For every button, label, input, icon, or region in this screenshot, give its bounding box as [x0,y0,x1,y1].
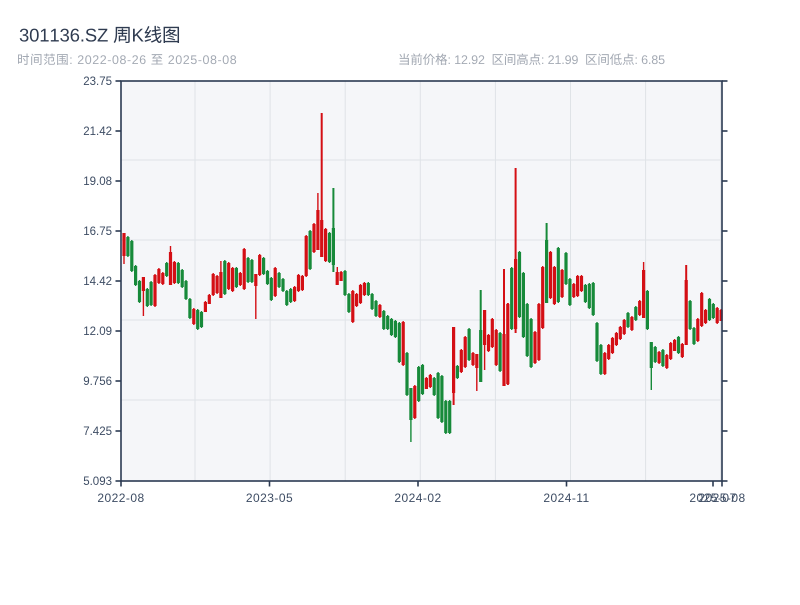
svg-text:5.093: 5.093 [83,476,112,488]
svg-text:19.08: 19.08 [83,176,112,188]
svg-text:2022-08: 2022-08 [97,491,144,505]
svg-text:14.42: 14.42 [83,276,112,288]
svg-text:2024-11: 2024-11 [543,491,589,505]
svg-text:2025-07: 2025-07 [689,491,736,505]
svg-text:16.75: 16.75 [83,226,112,238]
svg-text:2023-05: 2023-05 [246,491,293,505]
svg-text:21.42: 21.42 [83,126,112,138]
svg-text:23.75: 23.75 [83,76,112,88]
svg-text:9.756: 9.756 [83,376,112,388]
svg-text:12.09: 12.09 [83,326,112,338]
svg-text:2024-02: 2024-02 [394,491,441,505]
svg-text:2025-08: 2025-08 [698,491,745,505]
svg-text:7.425: 7.425 [83,426,112,438]
